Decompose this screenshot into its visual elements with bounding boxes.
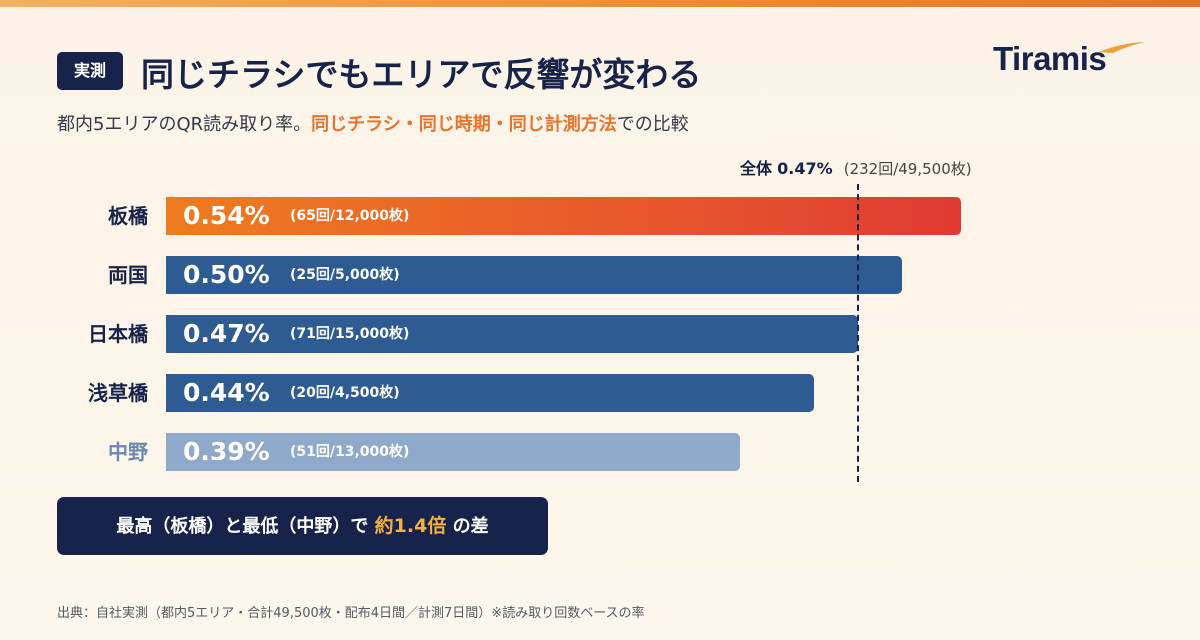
bar-label: 両国 bbox=[108, 263, 148, 287]
bar bbox=[166, 197, 961, 235]
logo-text: Tiramis bbox=[993, 40, 1107, 77]
bar bbox=[166, 315, 858, 353]
bar-value-label: 0.50% bbox=[183, 260, 270, 289]
top-accent-bar bbox=[0, 0, 1200, 7]
bar-count-label: (51回/13,000枚) bbox=[290, 444, 410, 460]
bar-value-label: 0.47% bbox=[183, 319, 270, 348]
overall-value: 0.47% bbox=[777, 159, 833, 178]
bar-count-label: (65回/12,000枚) bbox=[290, 208, 410, 224]
callout-prefix: 最高（板橋）と最低（中野）で bbox=[116, 516, 375, 537]
measured-badge: 実測 bbox=[57, 52, 123, 90]
overall-counts: (232回/49,500枚) bbox=[843, 160, 972, 178]
bar-count-label: (71回/15,000枚) bbox=[290, 326, 410, 342]
subtitle-suffix: での比較 bbox=[616, 114, 689, 135]
subtitle-prefix: 都内5エリアのQR読み取り率。 bbox=[57, 114, 312, 135]
logo-swoosh-icon bbox=[1099, 42, 1145, 53]
subtitle: 都内5エリアのQR読み取り率。同じチラシ・同じ時期・同じ計測方法での比較 bbox=[57, 110, 689, 136]
subtitle-highlight: 同じチラシ・同じ時期・同じ計測方法 bbox=[311, 114, 617, 135]
bar-label: 日本橋 bbox=[88, 322, 148, 346]
bar-value-label: 0.44% bbox=[183, 378, 270, 407]
bar-value-label: 0.39% bbox=[183, 437, 270, 466]
bar bbox=[166, 374, 814, 412]
bar bbox=[166, 256, 902, 294]
bar-label: 中野 bbox=[108, 440, 148, 464]
tiramis-logo: Tiramis bbox=[993, 40, 1153, 84]
overall-rate-label: 全体 0.47% (232回/49,500枚) bbox=[740, 155, 972, 179]
bar-value-label: 0.54% bbox=[183, 201, 270, 230]
bar-label: 浅草橋 bbox=[88, 381, 148, 405]
callout-highlight: 約1.4倍 bbox=[374, 515, 447, 537]
bar-count-label: (25回/5,000枚) bbox=[290, 267, 400, 283]
overall-label: 全体 bbox=[740, 159, 773, 178]
bar bbox=[166, 433, 741, 471]
bar-label: 板橋 bbox=[108, 204, 148, 228]
source-note: 出典：自社実測（都内5エリア・合計49,500枚・配布4日間／計測7日間）※読み… bbox=[57, 606, 645, 621]
difference-callout: 最高（板橋）と最低（中野）で 約1.4倍 の差 bbox=[57, 497, 548, 555]
callout-suffix: の差 bbox=[446, 516, 489, 537]
page-title: 同じチラシでもエリアで反響が変わる bbox=[141, 55, 702, 94]
overall-average-line bbox=[856, 184, 859, 482]
bar-count-label: (20回/4,500枚) bbox=[290, 385, 400, 401]
